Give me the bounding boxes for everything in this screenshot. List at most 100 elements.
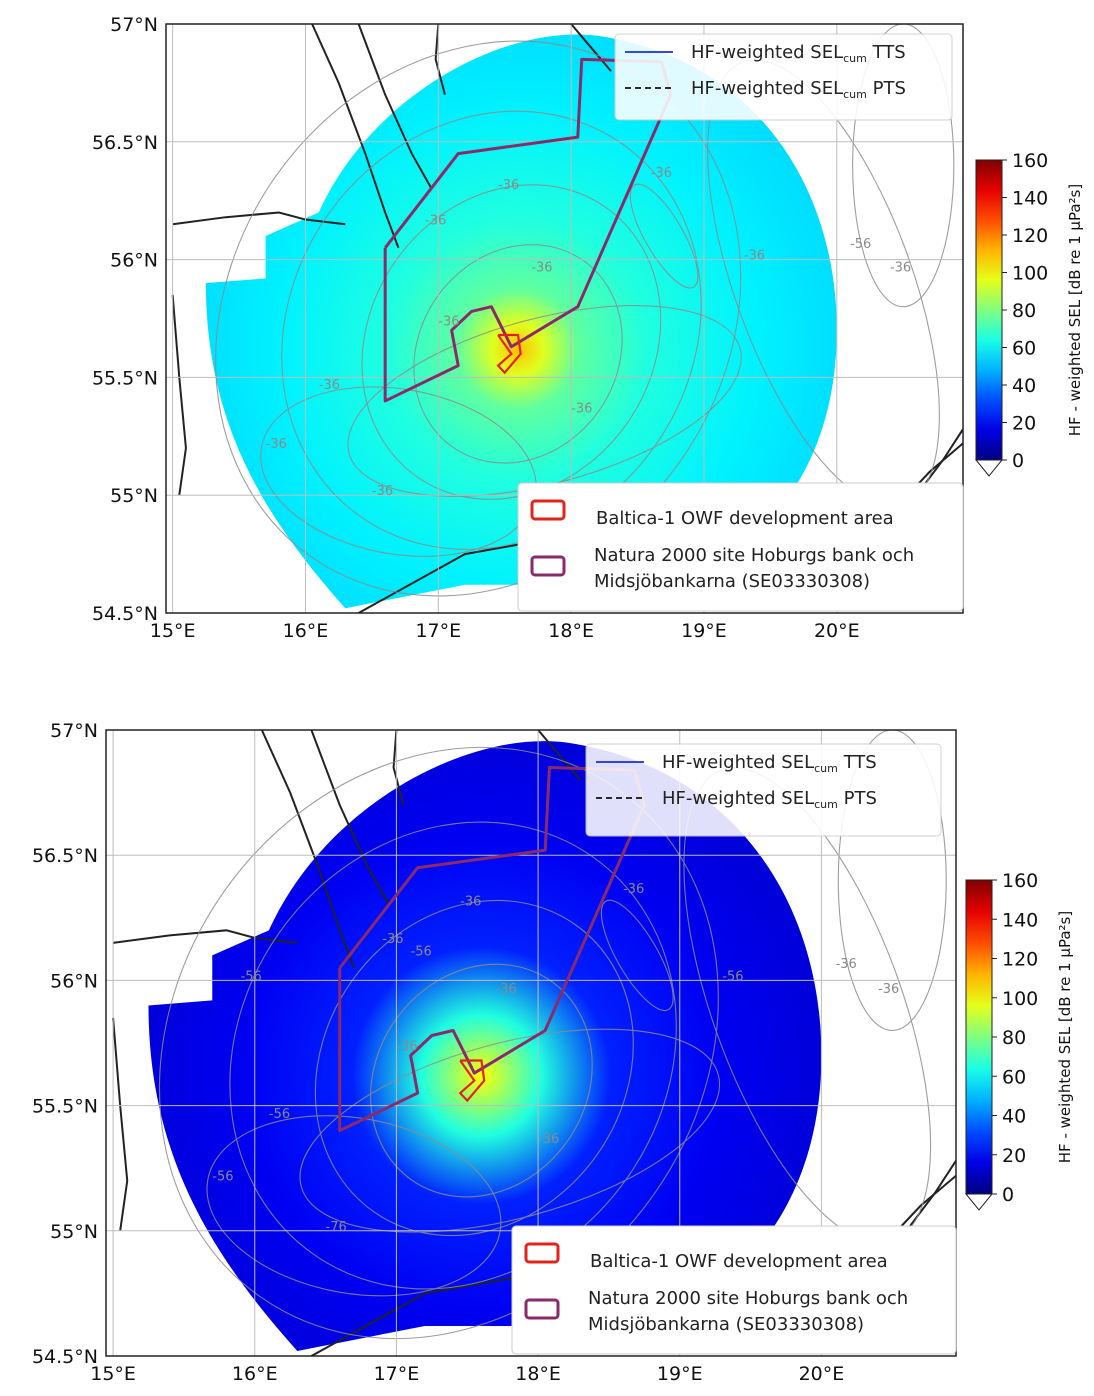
y-tick-label: 57°N: [110, 14, 158, 36]
colorbar-tick-label: 40: [1012, 375, 1036, 397]
map-panel-top: -36 -36 -36 -36 -36 -56 -36 -36 -36 -36 -36 -36 57°N…: [0, 0, 1094, 640]
legend-line-label: HF-weighted SELcum TTS: [691, 42, 906, 65]
colorbar-extend-min: [964, 1193, 994, 1211]
contour-label: -36: [878, 982, 899, 997]
colorbar-extend-min: [974, 459, 1004, 477]
colorbar-tick-label: 100: [1002, 988, 1038, 1010]
legend-area-label: Natura 2000 site Hoburgs bank och: [594, 545, 914, 566]
legend-area-swatch: [530, 499, 566, 521]
x-tick-label: 17°E: [415, 620, 461, 640]
y-tick-label: 55°N: [50, 1221, 98, 1243]
coastline: [434, 24, 446, 95]
coastline: [172, 211, 346, 226]
contour-label: -36: [266, 437, 287, 452]
contour-label: -36: [460, 894, 481, 909]
legend-area-label: Midsjöbankarna (SE03330308): [594, 571, 870, 592]
contour-label: -36: [571, 402, 592, 417]
coastline: [392, 730, 405, 806]
colorbar-tick-label: 0: [1002, 1184, 1014, 1206]
contour-label: -56: [722, 969, 743, 984]
coastline: [311, 24, 400, 249]
colorbar-label: HF - weighted SEL [dB re 1 μPa²s]: [1066, 184, 1084, 436]
coastline: [171, 294, 187, 496]
legend-area-swatch: [530, 555, 566, 577]
x-tick-label: 19°E: [681, 620, 727, 640]
legend-lines: HF-weighted SELcum TTS HF-weighted SELcum…: [614, 33, 953, 121]
y-tick-label: 57°N: [50, 720, 98, 742]
baltica-1-boundary: [496, 333, 522, 375]
contour-label: -56: [411, 944, 432, 959]
legend-areas: Baltica-1 OWF development area Natura 200…: [511, 1225, 957, 1355]
legend-area-label: Baltica-1 OWF development area: [596, 508, 894, 529]
x-tick-label: 15°E: [90, 1363, 136, 1385]
contour-label: -36: [498, 178, 519, 193]
colorbar: 160 140 120 100 80 60 40 20 0 HF - weighted SEL […: [974, 150, 1084, 477]
axes-frame: [105, 729, 957, 1357]
contour-label: -36: [496, 982, 517, 997]
colorbar-tick-label: 0: [1012, 450, 1024, 472]
colorbar-tick-label: 160: [1002, 870, 1038, 892]
contour-label: -36: [438, 315, 459, 330]
colorbar-tick-label: 60: [1012, 338, 1036, 360]
colorbar-tick-label: 60: [1002, 1066, 1026, 1088]
colorbar-tick-label: 20: [1012, 413, 1036, 435]
coastline: [357, 24, 433, 190]
y-tick-label: 55°N: [110, 485, 158, 507]
coastline: [112, 929, 298, 944]
natura-2000-boundary: [338, 766, 646, 1133]
y-tick-label: 54.5°N: [92, 603, 158, 625]
colorbar-tick-label: 160: [1012, 150, 1048, 172]
colorbar-tick-label: 120: [1002, 949, 1038, 971]
contour-label: -56: [241, 969, 262, 984]
legend-area-swatch: [524, 1298, 560, 1320]
map-axes: [171, 24, 963, 613]
y-tick-label: 56.5°N: [92, 132, 158, 154]
legend-area-label: Midsjöbankarna (SE03330308): [588, 1314, 864, 1335]
x-tick-label: 16°E: [283, 620, 329, 640]
y-tick-label: 55.5°N: [32, 1096, 98, 1118]
x-tick-label: 18°E: [548, 620, 594, 640]
legend-areas: Baltica-1 OWF development area Natura 200…: [517, 482, 964, 612]
natura-2000-boundary: [383, 57, 673, 403]
contour-label: -36: [425, 213, 446, 228]
legend-line-label: HF-weighted SELcum TTS: [662, 752, 877, 775]
contour-label: -36: [372, 484, 393, 499]
x-tick-label: 20°E: [799, 1363, 845, 1385]
legend-area-label: Natura 2000 site Hoburgs bank och: [588, 1288, 908, 1309]
bathymetry-contours: [215, 24, 955, 597]
colorbar-tick-label: 40: [1002, 1106, 1026, 1128]
legend-lines: HF-weighted SELcum TTS HF-weighted SELcum…: [585, 743, 942, 837]
coastline: [112, 1017, 129, 1231]
y-tick-label: 56.5°N: [32, 845, 98, 867]
coastline: [310, 730, 391, 906]
legend-line-label: HF-weighted SELcum PTS: [691, 78, 906, 101]
contour-label: -56: [212, 1170, 233, 1185]
coastline: [537, 730, 582, 781]
legend-area-swatch: [524, 1242, 560, 1264]
colorbar-tick-label: 80: [1002, 1027, 1026, 1049]
colorbar-tick-label: 140: [1002, 909, 1038, 931]
contour-label: -36: [744, 249, 765, 264]
x-tick-label: 19°E: [657, 1363, 703, 1385]
contour-label: -56: [850, 237, 871, 252]
baltica-1-boundary: [458, 1059, 486, 1103]
colorbar-tick-label: 100: [1012, 263, 1048, 285]
colorbar: 160 140 120 100 80 60 40 20 0 HF - weighted SEL […: [964, 870, 1074, 1211]
contour-label: -36: [319, 378, 340, 393]
coastline: [260, 730, 355, 969]
map-figure: -36 -36 -36 -36 -36 -56 -36 -36 -36 -36 -36 -36 57°N…: [92, 14, 1084, 640]
map-axes: [112, 730, 956, 1356]
contour-label: -36: [836, 957, 857, 972]
x-tick-label: 15°E: [150, 620, 196, 640]
contour-label: -76: [326, 1220, 347, 1235]
x-tick-label: 16°E: [232, 1363, 278, 1385]
y-tick-label: 56°N: [110, 250, 158, 272]
map-panel-bottom: -36 -36 -36 -36 -56 -36 -36 -56 -56 -36 -76 -36 -56 -…: [0, 700, 1094, 1396]
colorbar-tick-label: 20: [1002, 1145, 1026, 1167]
colorbar-tick-label: 140: [1012, 188, 1048, 210]
colorbar-tick-label: 80: [1012, 300, 1036, 322]
contour-label: -36: [623, 882, 644, 897]
y-tick-label: 55.5°N: [92, 367, 158, 389]
axes-frame: [165, 23, 964, 614]
colorbar-tick-label: 120: [1012, 225, 1048, 247]
